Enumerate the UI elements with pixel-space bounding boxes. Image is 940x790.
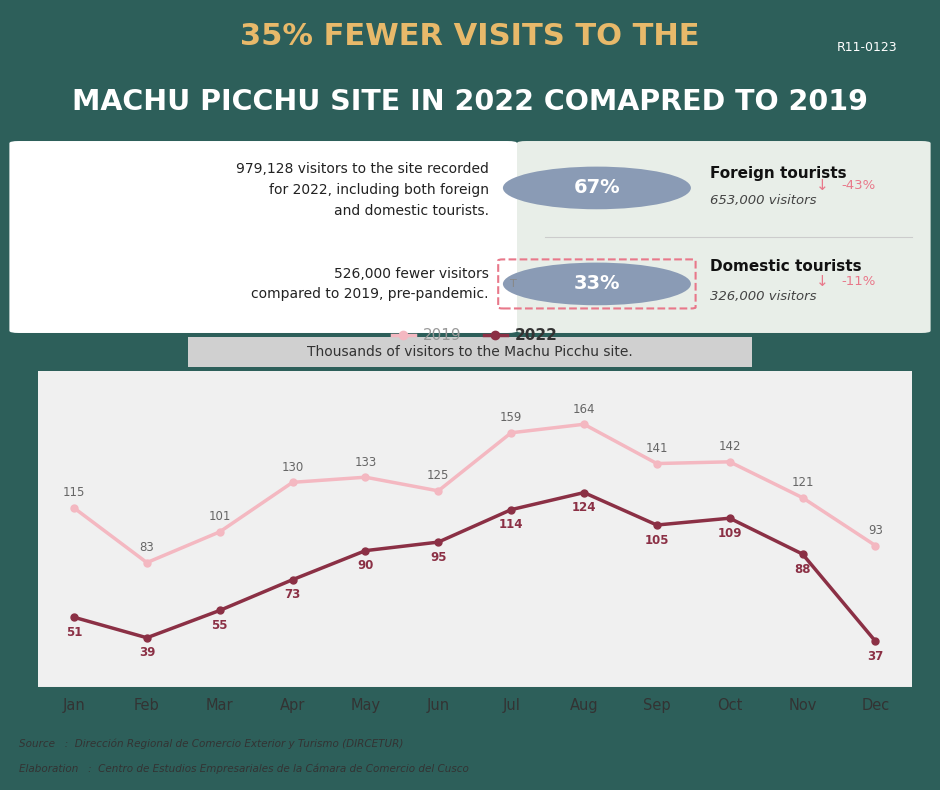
Text: 115: 115 — [63, 487, 86, 499]
Text: 124: 124 — [572, 501, 596, 514]
Text: 109: 109 — [717, 527, 742, 540]
Text: 105: 105 — [645, 533, 669, 547]
FancyBboxPatch shape — [9, 141, 517, 333]
Text: 35% FEWER VISITS TO THE: 35% FEWER VISITS TO THE — [241, 22, 699, 51]
Text: 121: 121 — [791, 476, 814, 489]
Text: 326,000 visitors: 326,000 visitors — [710, 290, 816, 303]
Text: -11%: -11% — [841, 275, 876, 288]
FancyBboxPatch shape — [160, 336, 780, 369]
Text: 164: 164 — [572, 403, 595, 416]
Text: Domestic tourists: Domestic tourists — [710, 259, 861, 274]
Text: 979,128 visitors to the site recorded
for 2022, including both foreign
and domes: 979,128 visitors to the site recorded fo… — [236, 163, 489, 218]
Text: 142: 142 — [718, 440, 741, 453]
Legend: 2019, 2022: 2019, 2022 — [385, 322, 564, 349]
Text: 88: 88 — [794, 562, 811, 576]
Text: R11-0123: R11-0123 — [837, 41, 898, 54]
Text: 101: 101 — [209, 510, 231, 523]
Text: 90: 90 — [357, 559, 373, 572]
Text: Elaboration   :  Centro de Estudios Empresariales de la Cámara de Comercio del C: Elaboration : Centro de Estudios Empresa… — [19, 763, 469, 774]
Text: T: T — [510, 279, 517, 289]
Text: 73: 73 — [285, 589, 301, 601]
Text: ↓: ↓ — [816, 274, 829, 289]
Text: 93: 93 — [868, 524, 883, 537]
Text: 95: 95 — [430, 551, 446, 563]
Text: 114: 114 — [499, 518, 524, 531]
Text: 67%: 67% — [573, 179, 620, 198]
Circle shape — [503, 167, 691, 209]
Text: 51: 51 — [66, 626, 82, 639]
Text: 133: 133 — [354, 456, 377, 468]
Text: 37: 37 — [868, 649, 884, 663]
Text: 55: 55 — [212, 619, 228, 632]
Text: 141: 141 — [646, 442, 668, 455]
Text: Source   :  Dirección Regional de Comercio Exterior y Turismo (DIRCETUR): Source : Dirección Regional de Comercio … — [19, 739, 403, 749]
Text: 526,000 fewer visitors
compared to 2019, pre-pandemic.: 526,000 fewer visitors compared to 2019,… — [251, 267, 489, 301]
Text: 130: 130 — [281, 461, 304, 474]
Text: 39: 39 — [139, 646, 155, 660]
Text: CEE: CEE — [776, 738, 846, 771]
Text: Thousands of visitors to the Machu Picchu site.: Thousands of visitors to the Machu Picch… — [307, 345, 633, 359]
FancyBboxPatch shape — [517, 141, 931, 333]
Text: Centro de
Estudios
Empresariales: Centro de Estudios Empresariales — [855, 738, 919, 771]
Text: MACHU PICCHU SITE IN 2022 COMAPRED TO 2019: MACHU PICCHU SITE IN 2022 COMAPRED TO 20… — [72, 88, 868, 115]
Text: 159: 159 — [500, 412, 523, 424]
Text: -43%: -43% — [841, 179, 875, 192]
Text: 653,000 visitors: 653,000 visitors — [710, 194, 816, 207]
Text: 125: 125 — [427, 469, 449, 483]
Text: Foreign tourists: Foreign tourists — [710, 166, 846, 180]
Text: 83: 83 — [139, 541, 154, 554]
Text: ↓: ↓ — [816, 179, 829, 194]
Text: 33%: 33% — [573, 274, 620, 293]
Circle shape — [503, 262, 691, 305]
